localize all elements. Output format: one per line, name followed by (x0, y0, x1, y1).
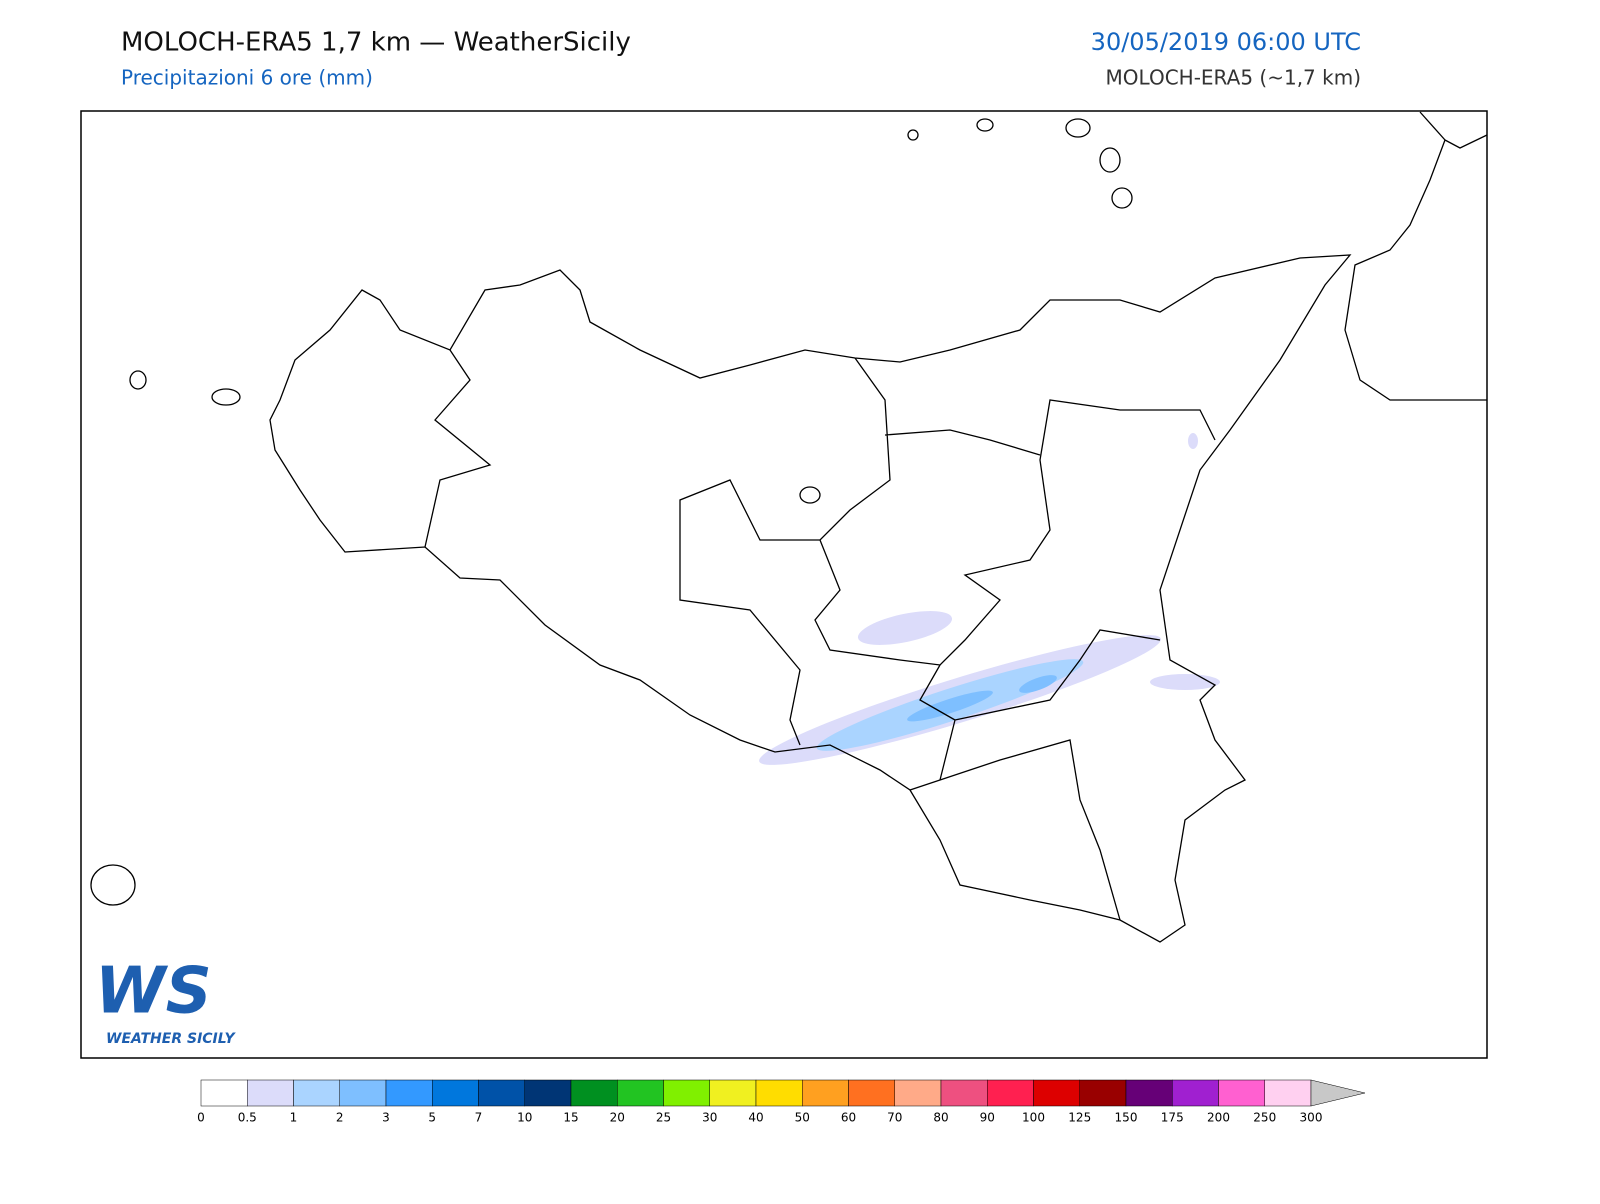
colorbar-tick-label: 0 (197, 1111, 205, 1125)
colorbar-tick-label: 5 (428, 1111, 436, 1125)
datetime: 30/05/2019 06:00 UTC (1091, 28, 1361, 56)
colorbar-tick-label: 150 (1115, 1111, 1138, 1125)
colorbar-tick-label: 10 (517, 1111, 532, 1125)
colorbar-tick-label: 50 (795, 1111, 810, 1125)
colorbar-tick-label: 200 (1207, 1111, 1230, 1125)
colorbar-box (385, 1079, 433, 1107)
colorbar-tick-label: 2 (336, 1111, 344, 1125)
colorbar-box (940, 1079, 988, 1107)
calabria-coast (1344, 111, 1488, 401)
colorbar-box (200, 1079, 248, 1107)
colorbar-box (1218, 1079, 1265, 1107)
logo: WS WEATHER SICILY (95, 955, 237, 1047)
colorbar-box (478, 1079, 525, 1107)
colorbar-box (894, 1079, 942, 1107)
precip-area (1188, 433, 1198, 449)
colorbar-box (755, 1079, 803, 1107)
colorbar-box (432, 1079, 479, 1107)
colorbar-box (617, 1079, 664, 1107)
colorbar-box (1079, 1079, 1127, 1107)
colorbar-box (802, 1079, 849, 1107)
colorbar: 0 0.5 1 2 3 5 7 10 15 20 25 30 40 50 60 70 80 90 100 125 150… (197, 1079, 1366, 1125)
colorbar-tick-label: 20 (610, 1111, 625, 1125)
colorbar-box (1033, 1079, 1080, 1107)
province-borders (424, 349, 1216, 921)
colorbar-tick-label: 250 (1253, 1111, 1276, 1125)
logo-caption: WEATHER SICILY (106, 1031, 237, 1047)
colorbar-tick-label: 300 (1300, 1111, 1323, 1125)
precipitation (759, 433, 1220, 765)
sicily-coast (269, 254, 1352, 943)
colorbar-box (570, 1079, 618, 1107)
logo-mark: WS (95, 955, 212, 1029)
model: MOLOCH-ERA5 (~1,7 km) (1106, 66, 1361, 90)
island (1065, 118, 1091, 138)
island (976, 118, 994, 132)
colorbar-box (1125, 1079, 1173, 1107)
colorbar-tick-label: 90 (980, 1111, 995, 1125)
colorbar-tick-label: 100 (1022, 1111, 1045, 1125)
colorbar-box (339, 1079, 387, 1107)
colorbar-tick-label: 25 (656, 1111, 671, 1125)
colorbar-tick-label: 30 (702, 1111, 717, 1125)
colorbar-tick-label: 70 (887, 1111, 902, 1125)
precip-area (857, 611, 953, 645)
islands (90, 118, 1133, 906)
colorbar-tick-label: 3 (382, 1111, 390, 1125)
colorbar-box (247, 1079, 294, 1107)
colorbar-tick-label: 7 (475, 1111, 483, 1125)
colorbar-tick-label: 60 (841, 1111, 856, 1125)
colorbar-tick-label: 15 (563, 1111, 578, 1125)
colorbar-box (524, 1079, 572, 1107)
island (129, 370, 147, 390)
colorbar-tick-label: 40 (748, 1111, 763, 1125)
colorbar-box (1172, 1079, 1219, 1107)
colorbar-tick-label: 80 (933, 1111, 948, 1125)
colorbar-tick-label: 175 (1161, 1111, 1184, 1125)
title: MOLOCH-ERA5 1,7 km — WeatherSicily (121, 28, 631, 58)
map-frame (80, 110, 1488, 1059)
island (211, 388, 241, 406)
colorbar-tick-label: 125 (1068, 1111, 1091, 1125)
colorbar-box (848, 1079, 895, 1107)
island (799, 486, 821, 504)
island (1099, 147, 1121, 173)
colorbar-tick-label: 1 (290, 1111, 298, 1125)
map: WS WEATHER SICILY (80, 110, 1488, 1059)
colorbar-box (663, 1079, 710, 1107)
colorbar-tick-label: 0.5 (238, 1111, 257, 1125)
colorbar-box (293, 1079, 340, 1107)
colorbar-box (987, 1079, 1034, 1107)
colorbar-box (1264, 1079, 1312, 1107)
colorbar-extend (1310, 1079, 1366, 1107)
colorbar-box (709, 1079, 757, 1107)
island (90, 864, 136, 906)
precip-area (907, 690, 993, 722)
island (907, 129, 919, 141)
subtitle: Precipitazioni 6 ore (mm) (121, 66, 373, 90)
island (1111, 187, 1133, 209)
precip-area (1019, 675, 1057, 693)
